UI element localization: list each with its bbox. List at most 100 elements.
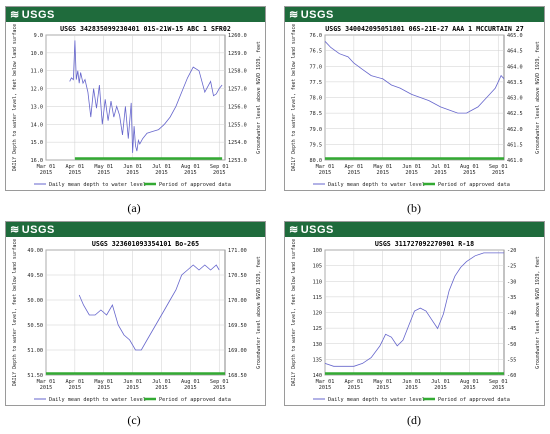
x-tick-label-year: 2015 bbox=[348, 170, 361, 176]
chart-panel-a: ≋ USGS USGS 342835099230401 01S-21W-15 AB… bbox=[5, 6, 266, 191]
x-tick-label: Jun 01 bbox=[402, 379, 421, 385]
y2-tick-label: 463.0 bbox=[507, 96, 523, 102]
y2-tick-label: 462.5 bbox=[507, 111, 523, 117]
y-tick-label: 16.0 bbox=[31, 158, 44, 164]
x-tick-label: Sep 01 bbox=[489, 379, 508, 385]
x-tick-label-year: 2015 bbox=[405, 170, 418, 176]
chart-panel-c: ≋ USGS USGS 323601093354101 Bo-265 49.00 49… bbox=[5, 221, 266, 406]
x-tick-label-year: 2015 bbox=[463, 385, 476, 391]
x-tick-label: May 01 bbox=[94, 379, 113, 385]
y2-axis-label: Groundwater level above NGVD 1929, feet bbox=[256, 41, 262, 154]
x-tick-label: Jul 01 bbox=[431, 164, 450, 170]
x-tick-label: Sep 01 bbox=[489, 164, 508, 170]
y-tick-label: 51.50 bbox=[27, 373, 43, 379]
y-axis-label: DAILY Depth to water level, feet below l… bbox=[12, 239, 18, 386]
x-tick-label: Mar 01 bbox=[316, 164, 335, 170]
y2-axis-label: Groundwater level above NGVD 1929, feet bbox=[256, 256, 262, 369]
chart-frame: ≋ USGS USGS 311727092270901 R-18 100 105 110… bbox=[284, 221, 545, 406]
y-tick-label: 78.5 bbox=[310, 111, 323, 117]
y2-tick-label: -45 bbox=[507, 326, 516, 332]
x-tick-label: Mar 01 bbox=[37, 164, 56, 170]
chart-svg: USGS 342835099230401 01S-21W-15 ABC 1 SF… bbox=[12, 24, 262, 188]
y-tick-label: 11.0 bbox=[31, 69, 44, 75]
x-tick-label-year: 2015 bbox=[463, 170, 476, 176]
y2-tick-label: 1260.0 bbox=[228, 33, 247, 39]
y-tick-label: 120 bbox=[313, 311, 322, 317]
y-tick-label: 50.50 bbox=[27, 323, 43, 329]
y2-tick-label: 1256.0 bbox=[228, 104, 247, 110]
x-tick-label: Apr 01 bbox=[344, 379, 363, 385]
x-tick-label: Apr 01 bbox=[65, 379, 84, 385]
legend-series-label: Daily mean depth to water level bbox=[49, 182, 146, 188]
x-tick-label-year: 2015 bbox=[155, 385, 168, 391]
x-tick-label-year: 2015 bbox=[97, 170, 110, 176]
x-tick-label: Sep 01 bbox=[210, 379, 229, 385]
x-tick-label: Apr 01 bbox=[344, 164, 363, 170]
x-tick-label: Jun 01 bbox=[123, 164, 142, 170]
x-tick-label-year: 2015 bbox=[492, 385, 505, 391]
y-tick-label: 77.0 bbox=[310, 64, 323, 70]
usgs-logo: ≋ USGS bbox=[10, 223, 55, 237]
x-tick-label: Mar 01 bbox=[316, 379, 335, 385]
y2-tick-label: 1257.0 bbox=[228, 87, 247, 93]
x-tick-label: Jul 01 bbox=[152, 164, 171, 170]
y-tick-label: 77.5 bbox=[310, 80, 323, 86]
y2-tick-label: 462.0 bbox=[507, 127, 523, 133]
y2-tick-label: -25 bbox=[507, 264, 516, 270]
y-tick-label: 125 bbox=[313, 326, 322, 332]
x-tick-label: Jul 01 bbox=[152, 379, 171, 385]
y2-tick-label: 461.0 bbox=[507, 158, 523, 164]
x-tick-label-year: 2015 bbox=[348, 385, 361, 391]
usgs-logo: ≋ USGS bbox=[10, 8, 55, 22]
x-tick-label: Aug 01 bbox=[181, 164, 200, 170]
y-tick-label: 9.0 bbox=[34, 33, 43, 39]
y-tick-label: 79.0 bbox=[310, 127, 323, 133]
chart-frame: ≋ USGS USGS 323601093354101 Bo-265 49.00 49… bbox=[5, 221, 266, 406]
x-tick-label-year: 2015 bbox=[405, 385, 418, 391]
x-tick-label-year: 2015 bbox=[376, 385, 389, 391]
usgs-wave-icon: ≋ bbox=[289, 9, 299, 21]
y-tick-label: 80.0 bbox=[310, 158, 323, 164]
x-tick-label-year: 2015 bbox=[376, 170, 389, 176]
y2-tick-label: 168.50 bbox=[228, 373, 247, 379]
y-tick-label: 49.50 bbox=[27, 273, 43, 279]
y2-tick-label: 464.5 bbox=[507, 49, 523, 55]
y-tick-label: 105 bbox=[313, 264, 322, 270]
x-tick-label: May 01 bbox=[94, 164, 113, 170]
y2-tick-label: -35 bbox=[507, 295, 516, 301]
y-tick-label: 100 bbox=[313, 248, 322, 254]
y-tick-label: 13.0 bbox=[31, 104, 44, 110]
y2-tick-label: 169.50 bbox=[228, 323, 247, 329]
x-tick-label-year: 2015 bbox=[213, 170, 226, 176]
x-tick-label: Aug 01 bbox=[460, 164, 479, 170]
plot-area bbox=[45, 249, 226, 376]
caption-c: (c) bbox=[127, 413, 141, 427]
y-tick-label: 140 bbox=[313, 373, 322, 379]
x-tick-label: Apr 01 bbox=[65, 164, 84, 170]
chart-svg: USGS 340042095051801 06S-21E-27 AAA 1 MC… bbox=[291, 24, 541, 188]
y-tick-label: 51.00 bbox=[27, 348, 43, 354]
chart-title: USGS 340042095051801 06S-21E-27 AAA 1 MC… bbox=[325, 25, 524, 33]
usgs-wave-icon: ≋ bbox=[10, 224, 20, 236]
usgs-banner: ≋ USGS bbox=[285, 7, 544, 22]
x-tick-label-year: 2015 bbox=[213, 385, 226, 391]
chart-title: USGS 342835099230401 01S-21W-15 ABC 1 SF… bbox=[60, 25, 231, 33]
y-tick-label: 76.5 bbox=[310, 49, 323, 55]
x-tick-label: May 01 bbox=[373, 164, 392, 170]
usgs-banner: ≋ USGS bbox=[285, 222, 544, 237]
y-tick-label: 50.00 bbox=[27, 298, 43, 304]
x-tick-label: Jul 01 bbox=[431, 379, 450, 385]
caption-b: (b) bbox=[407, 201, 421, 215]
y-tick-label: 135 bbox=[313, 357, 322, 363]
legend-series-label: Daily mean depth to water level bbox=[49, 397, 146, 403]
y2-tick-label: 171.00 bbox=[228, 248, 247, 254]
x-tick-label: Aug 01 bbox=[460, 379, 479, 385]
chart-title: USGS 311727092270901 R-18 bbox=[375, 240, 474, 248]
usgs-banner: ≋ USGS bbox=[6, 222, 265, 237]
x-tick-label: Sep 01 bbox=[210, 164, 229, 170]
y-axis-label: DAILY Depth to water level, feet below l… bbox=[291, 24, 297, 171]
x-tick-label-year: 2015 bbox=[155, 170, 168, 176]
y-tick-label: 10.0 bbox=[31, 51, 44, 57]
chart-panel-d: ≋ USGS USGS 311727092270901 R-18 100 105 110… bbox=[284, 221, 545, 406]
y2-tick-label: 1255.0 bbox=[228, 122, 247, 128]
